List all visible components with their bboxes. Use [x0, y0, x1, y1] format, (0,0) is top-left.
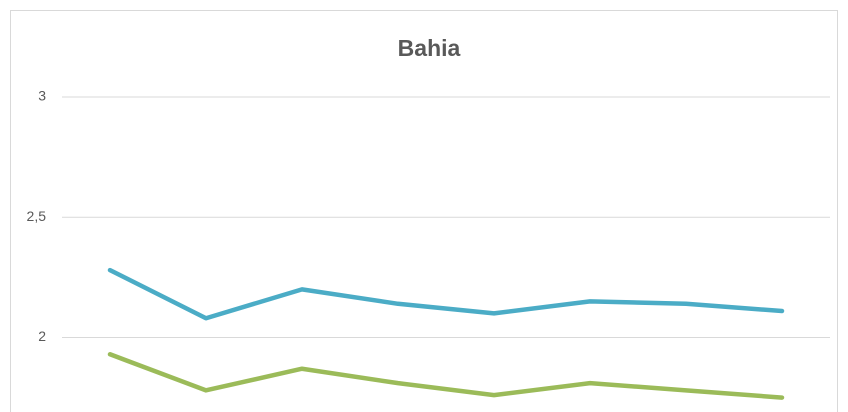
data-line — [107, 352, 785, 400]
y-tick-label: 2 — [38, 328, 46, 344]
y-tick-label: 3 — [38, 88, 46, 104]
chart-frame — [10, 10, 838, 412]
data-line — [107, 267, 785, 321]
y-tick-label: 2,5 — [27, 208, 47, 224]
chart-title: Bahia — [398, 35, 461, 61]
